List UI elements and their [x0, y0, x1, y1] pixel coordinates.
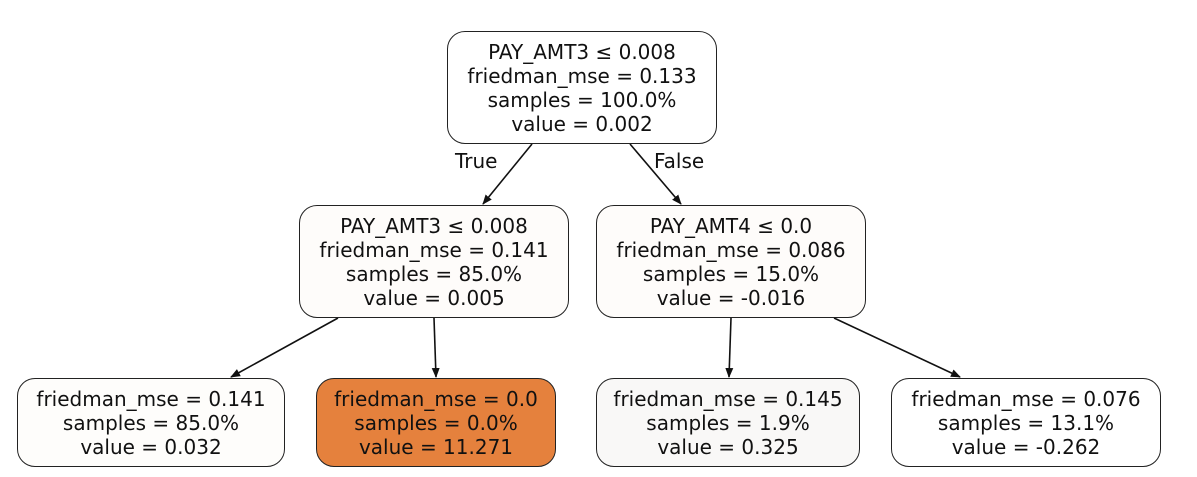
- edge-left-to-leaf1: [230, 317, 339, 378]
- leaf-node-4: friedman_mse = 0.076 samples = 13.1% val…: [891, 378, 1161, 467]
- friedman-mse: friedman_mse = 0.086: [616, 237, 846, 262]
- friedman-mse: friedman_mse = 0.076: [911, 386, 1141, 411]
- split-rule: PAY_AMT4 ≤ 0.0: [649, 213, 813, 238]
- edge-root-to-right: [629, 143, 682, 205]
- samples: samples = 100.0%: [487, 87, 677, 112]
- edge-label-true: True: [455, 149, 498, 173]
- value: value = 0.005: [363, 285, 505, 310]
- value: value = 11.271: [358, 434, 514, 459]
- leaf-node-3: friedman_mse = 0.145 samples = 1.9% valu…: [596, 378, 860, 467]
- value: value = 0.002: [511, 111, 653, 136]
- leaf-node-1: friedman_mse = 0.141 samples = 85.0% val…: [17, 378, 285, 467]
- value: value = -0.262: [951, 434, 1101, 459]
- samples: samples = 85.0%: [345, 261, 523, 286]
- split-rule: PAY_AMT3 ≤ 0.008: [340, 213, 528, 238]
- value: value = 0.032: [80, 434, 222, 459]
- samples: samples = 85.0%: [62, 410, 240, 435]
- left-split-node: PAY_AMT3 ≤ 0.008 friedman_mse = 0.141 sa…: [299, 205, 569, 318]
- friedman-mse: friedman_mse = 0.145: [613, 386, 843, 411]
- right-split-node: PAY_AMT4 ≤ 0.0 friedman_mse = 0.086 samp…: [596, 205, 866, 318]
- friedman-mse: friedman_mse = 0.141: [36, 386, 266, 411]
- value: value = -0.016: [656, 285, 806, 310]
- samples: samples = 13.1%: [937, 410, 1115, 435]
- edge-left-to-leaf2: [431, 317, 440, 378]
- friedman-mse: friedman_mse = 0.0: [334, 386, 538, 411]
- split-rule: PAY_AMT3 ≤ 0.008: [488, 39, 676, 64]
- samples: samples = 15.0%: [642, 261, 820, 286]
- root-node: PAY_AMT3 ≤ 0.008 friedman_mse = 0.133 sa…: [447, 31, 717, 144]
- edge-label-false: False: [654, 149, 705, 173]
- edge-root-to-left: [482, 143, 533, 205]
- friedman-mse: friedman_mse = 0.133: [467, 63, 697, 88]
- value: value = 0.325: [657, 434, 799, 459]
- edge-right-to-leaf3: [725, 317, 734, 378]
- samples: samples = 0.0%: [354, 410, 518, 435]
- samples: samples = 1.9%: [646, 410, 810, 435]
- leaf-node-2: friedman_mse = 0.0 samples = 0.0% value …: [316, 378, 556, 467]
- friedman-mse: friedman_mse = 0.141: [319, 237, 549, 262]
- edge-right-to-leaf4: [833, 317, 961, 378]
